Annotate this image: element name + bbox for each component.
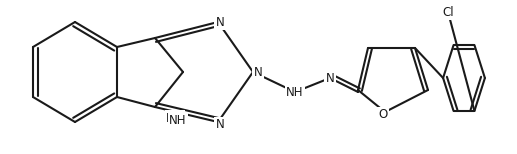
Text: N: N	[216, 118, 224, 132]
Text: N: N	[326, 71, 334, 85]
Text: NH: NH	[286, 85, 304, 99]
Text: O: O	[378, 109, 388, 122]
Text: N: N	[254, 65, 262, 79]
Text: NH: NH	[169, 113, 187, 126]
Text: NH: NH	[166, 111, 184, 124]
Text: Cl: Cl	[442, 6, 454, 18]
Text: N: N	[216, 16, 224, 28]
